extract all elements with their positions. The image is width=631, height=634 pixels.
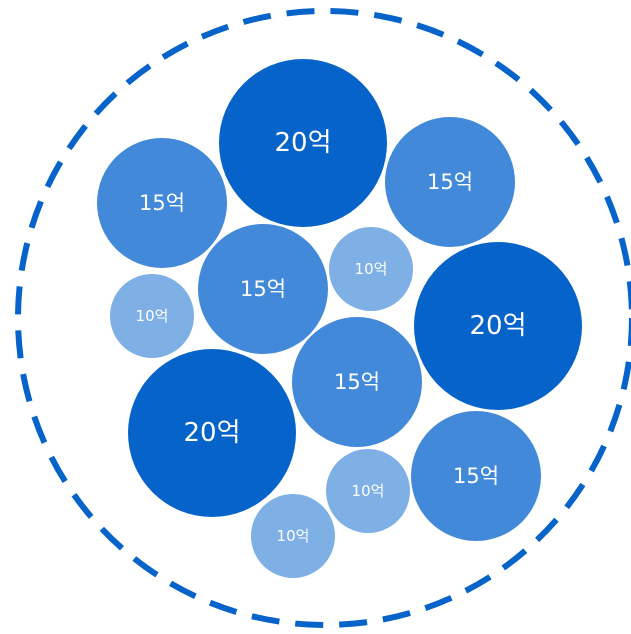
bubble-small: 10억 — [329, 227, 413, 311]
bubble-label: 15억 — [139, 191, 185, 215]
bubble-circle — [198, 224, 328, 354]
bubble-label: 10억 — [277, 527, 310, 545]
bubble-circle — [251, 494, 335, 578]
bubble-label: 10억 — [355, 260, 388, 278]
bubble-circle — [110, 274, 194, 358]
bubble-medium: 15억 — [198, 224, 328, 354]
bubble-label: 15억 — [334, 370, 380, 394]
bubble-group: 20억 15억 15억 15억 10억 10억 20억 15억 20억 10억 15억 10억 — [97, 59, 582, 578]
bubble-label: 10억 — [352, 482, 385, 500]
bubble-circle — [329, 227, 413, 311]
bubble-label: 15억 — [427, 170, 473, 194]
bubble-small: 10억 — [326, 449, 410, 533]
bubble-circle — [326, 449, 410, 533]
bubble-large: 20억 — [219, 59, 387, 227]
bubble-medium: 15억 — [385, 117, 515, 247]
bubble-label: 20억 — [183, 418, 240, 448]
bubble-label: 20억 — [469, 311, 526, 341]
bubble-small: 10억 — [251, 494, 335, 578]
bubble-circle — [128, 349, 296, 517]
bubble-medium: 15억 — [292, 317, 422, 447]
bubble-label: 10억 — [136, 307, 169, 325]
bubble-circle — [414, 242, 582, 410]
bubble-medium: 15억 — [411, 411, 541, 541]
bubble-medium: 15억 — [97, 138, 227, 268]
bubble-large: 20억 — [128, 349, 296, 517]
bubble-label: 15억 — [240, 277, 286, 301]
bubble-circle — [97, 138, 227, 268]
bubble-large: 20억 — [414, 242, 582, 410]
bubble-circle — [411, 411, 541, 541]
bubble-small: 10억 — [110, 274, 194, 358]
bubble-label: 15억 — [453, 464, 499, 488]
bubble-circle — [385, 117, 515, 247]
bubble-label: 20억 — [274, 128, 331, 158]
bubble-circle — [219, 59, 387, 227]
bubble-circle — [292, 317, 422, 447]
